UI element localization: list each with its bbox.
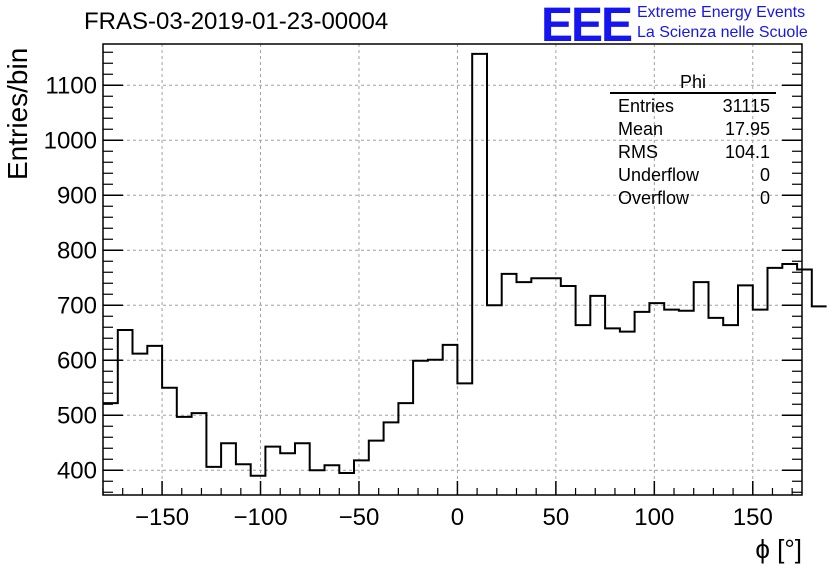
stats-value: 31115 (722, 96, 770, 116)
x-tick-label: −100 (233, 504, 287, 531)
y-tick-label: 600 (57, 347, 97, 374)
grid-lines (103, 44, 802, 495)
stats-label: Entries (618, 96, 675, 116)
y-tick-label: 400 (57, 457, 97, 484)
stats-title: Phi (610, 72, 776, 94)
x-tick-label: −50 (339, 504, 380, 531)
x-axis-label: ϕ [°] (755, 534, 802, 564)
plot-frame (102, 43, 803, 496)
y-tick-label: 800 (57, 237, 97, 264)
x-tick-label: 150 (733, 504, 773, 531)
stats-row-entries: Entries 31115 (610, 95, 776, 118)
stats-row-rms: RMS 104.1 (610, 141, 776, 164)
stats-value: 104.1 (724, 142, 770, 162)
y-tick-label: 1000 (44, 127, 97, 154)
chart-title: FRAS-03-2019-01-23-00004 (84, 8, 389, 35)
stats-label: RMS (618, 142, 658, 162)
stats-row-overflow: Overflow 0 (610, 187, 776, 210)
x-tick-label: 50 (543, 504, 570, 531)
y-tick-label: 500 (57, 402, 97, 429)
histogram-line (103, 52, 827, 477)
x-tick-label: −150 (135, 504, 189, 531)
x-tick-label: 100 (634, 504, 674, 531)
x-tick-label: 0 (451, 504, 464, 531)
eee-logo: EEE (541, 0, 633, 52)
stats-label: Mean (618, 119, 664, 139)
stats-label: Underflow (618, 165, 700, 185)
stats-row-underflow: Underflow 0 (610, 164, 776, 187)
x-tick-labels: −150 −100 −50 0 50 100 150 (135, 504, 773, 531)
stats-value: 0 (759, 165, 770, 185)
stats-row-mean: Mean 17.95 (610, 118, 776, 141)
stats-box: Phi Entries 31115 Mean 17.95 RMS 104.1 U… (610, 72, 776, 210)
stats-value: 17.95 (724, 119, 770, 139)
y-tick-label: 900 (57, 182, 97, 209)
axis-ticks (102, 51, 802, 495)
y-tick-label: 1100 (45, 72, 97, 99)
stats-value: 0 (759, 188, 770, 208)
y-tick-label: 700 (57, 292, 97, 319)
stats-label: Overflow (618, 188, 690, 208)
y-tick-labels: 400 500 600 700 800 900 1000 1100 (44, 72, 97, 484)
logo-line-2: La Scienza nelle Scuole (637, 24, 808, 41)
y-axis-label: Entries/bin (2, 47, 33, 180)
logo-line-1: Extreme Energy Events (637, 4, 806, 21)
